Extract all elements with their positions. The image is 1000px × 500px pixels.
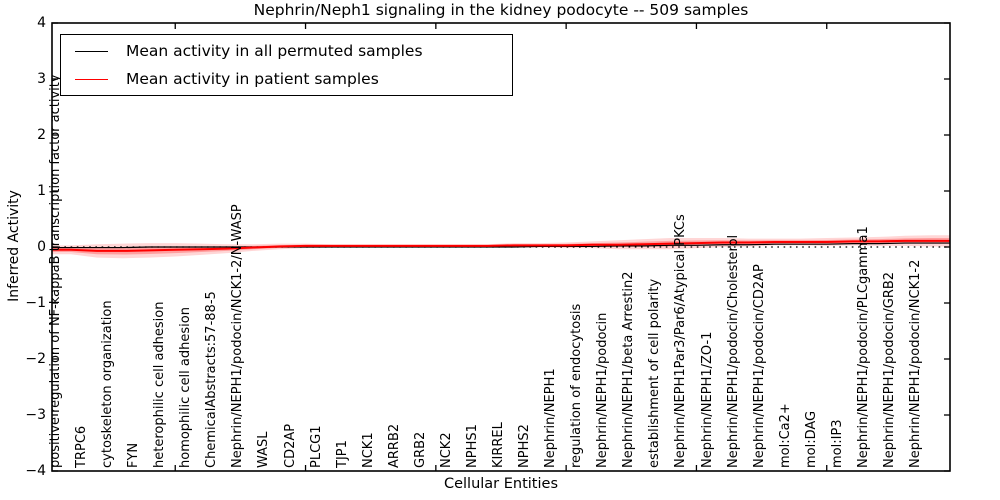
black-line-sample-icon [75,50,108,52]
x-tick-label: NCK2 [438,432,454,468]
y-tick-label: −1 [25,295,46,311]
x-tick-label: ChemicalAbstracts:57-88-5 [204,291,220,468]
x-tick-label: Nephrin/NEPH1/beta Arrestin2 [621,271,637,469]
permuted-mean-line [52,242,950,249]
y-tick-label: 4 [37,15,46,31]
x-tick-label: WASL [256,431,272,468]
legend-label-patient: Mean activity in patient samples [126,70,379,88]
x-tick-label: cytoskeleton organization [100,300,116,468]
x-tick-label: TRPC6 [74,425,90,468]
x-tick-label: establishment of cell polarity [647,278,663,468]
x-tick-label: PLCG1 [308,425,324,468]
x-tick-label: KIRREL [491,422,507,468]
x-tick-label: Nephrin/NEPH1/podocin/GRB2 [881,271,897,468]
legend-entry-patient: Mean activity in patient samples [61,70,512,88]
y-tick-label: −3 [25,407,46,423]
x-tick-label: Nephrin/NEPH1/podocin/NCK1-2 [907,259,923,468]
x-tick-label: Nephrin/NEPH1/podocin/PLCgamma1 [855,226,871,468]
x-tick-label: Nephrin/NEPH1/podocin/Cholesterol [725,234,741,468]
red-line-sample-icon [75,78,108,80]
plot-border [51,22,951,472]
y-tick-label: 2 [37,127,46,143]
legend: Mean activity in all permuted samples Me… [60,34,513,96]
x-tick-label: positive regulation of NF-kappaB transcr… [48,74,63,468]
y-tick-label: −4 [25,463,46,479]
y-tick-label: −2 [25,351,46,367]
x-tick-label: homophilic cell adhesion [178,307,194,468]
legend-entry-permuted: Mean activity in all permuted samples [61,42,512,60]
x-tick-label: NPHS2 [517,424,533,468]
x-tick-label: Nephrin/NEPH1/podocin [595,312,611,468]
y-tick-label: 1 [37,183,46,199]
x-tick-label: mol:Ca2+ [777,403,793,468]
x-tick-label: ARRB2 [386,423,402,468]
y-tick-label: 3 [37,71,46,87]
x-tick-label: regulation of endocytosis [569,303,585,468]
legend-label-permuted: Mean activity in all permuted samples [126,42,423,60]
x-tick-label: Nephrin/NEPH1Par3/Par6/Atypical PKCs [673,214,689,468]
patient-mean-line [52,239,950,252]
x-tick-label: heterophilic cell adhesion [152,301,168,469]
x-tick-label: NCK1 [360,432,376,468]
x-tick-label: Nephrin/NEPH1/podocin/NCK1-2/N-WASP [230,204,246,468]
chart-title: Nephrin/Neph1 signaling in the kidney po… [253,1,749,19]
x-tick-label: mol:IP3 [829,419,845,468]
x-tick-label: GRB2 [412,431,428,468]
x-tick-label: Nephrin/NEPH1/podocin/CD2AP [751,264,767,468]
x-tick-label: mol:DAG [803,410,819,468]
x-tick-label: NPHS1 [464,424,480,468]
x-tick-label: TJP1 [334,440,350,468]
y-tick-label: 0 [37,239,46,255]
x-tick-label: Nephrin/NEPH1 [543,368,559,468]
x-axis-title: Cellular Entities [443,476,559,492]
x-tick-label: FYN [126,442,142,468]
x-tick-label: CD2AP [282,423,298,468]
x-tick-label: Nephrin/NEPH1/ZO-1 [699,331,715,468]
